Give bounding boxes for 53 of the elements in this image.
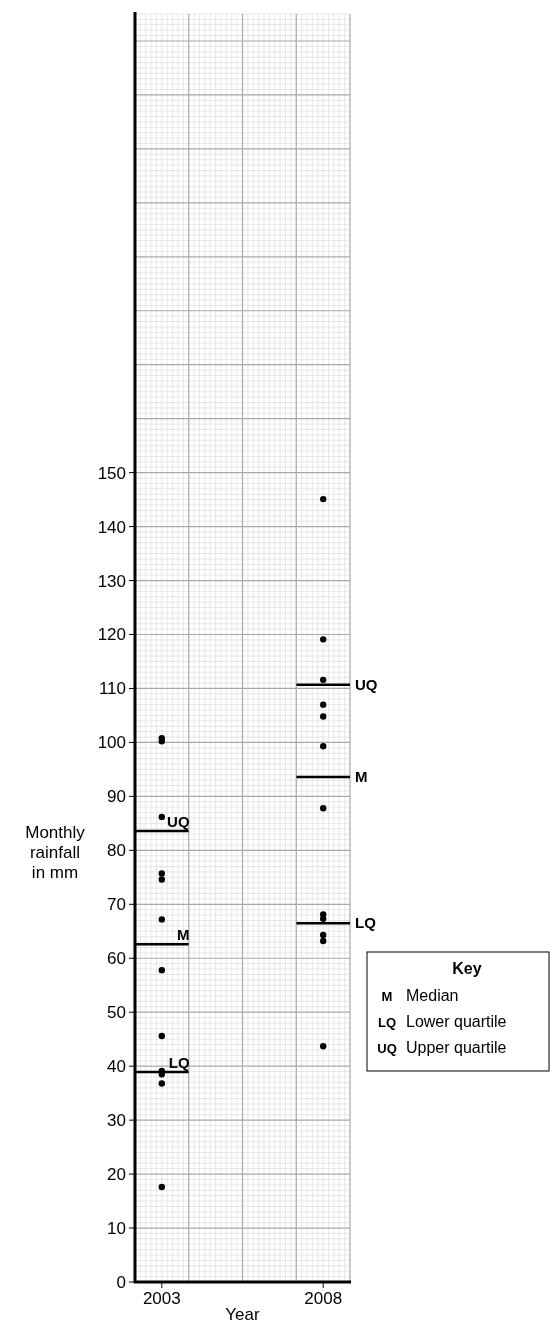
text: UQ bbox=[355, 675, 378, 693]
point bbox=[320, 743, 327, 750]
point bbox=[320, 1043, 327, 1050]
point bbox=[320, 713, 327, 720]
point bbox=[320, 676, 327, 684]
y-tick-label: 90 bbox=[107, 787, 126, 807]
point bbox=[158, 1183, 165, 1191]
point bbox=[320, 636, 327, 643]
y-tick-label: 50 bbox=[107, 1003, 126, 1023]
text: LQ bbox=[377, 1015, 397, 1030]
y-tick-label: 30 bbox=[107, 1111, 126, 1131]
x-tick-label: 2003 bbox=[142, 1289, 181, 1308]
y-tick-label: 70 bbox=[107, 895, 126, 915]
point bbox=[158, 876, 165, 883]
point bbox=[158, 738, 165, 745]
point bbox=[158, 966, 165, 974]
y-tick-label: 40 bbox=[107, 1057, 126, 1077]
text: Key bbox=[452, 960, 482, 977]
y-tick-label: 140 bbox=[97, 517, 126, 537]
point bbox=[158, 1080, 165, 1087]
y-tick-label: 80 bbox=[107, 841, 126, 861]
x-tick-label: 2008 bbox=[304, 1289, 343, 1308]
point bbox=[320, 915, 327, 923]
point bbox=[158, 813, 165, 821]
series-label: UQ bbox=[167, 812, 190, 830]
y-tick-label: 100 bbox=[97, 733, 126, 753]
point bbox=[320, 931, 327, 939]
text: M bbox=[355, 768, 368, 786]
series-label: M bbox=[177, 926, 190, 944]
text: UQ bbox=[377, 1041, 397, 1056]
text: Median bbox=[406, 987, 459, 1004]
point bbox=[320, 495, 327, 503]
series-label: LQ bbox=[168, 1054, 190, 1072]
point bbox=[158, 1032, 165, 1040]
y-tick-label: 150 bbox=[97, 463, 126, 483]
point bbox=[320, 701, 327, 708]
text: M bbox=[381, 989, 393, 1004]
y-tick-label: 10 bbox=[107, 1218, 126, 1238]
point bbox=[158, 870, 165, 877]
point bbox=[320, 937, 327, 945]
text: Lower quartile bbox=[406, 1013, 507, 1030]
y-axis-title: Monthly rainfall in mm bbox=[25, 823, 86, 883]
y-tick-label: 110 bbox=[98, 679, 126, 699]
x-axis-title: Year bbox=[225, 1305, 261, 1321]
y-tick-label: 20 bbox=[107, 1165, 126, 1185]
text: Upper quartile bbox=[406, 1039, 507, 1056]
y-tick-label: 60 bbox=[107, 949, 126, 969]
text: LQ bbox=[355, 914, 376, 932]
point bbox=[320, 805, 327, 812]
y-tick-label: 120 bbox=[97, 625, 126, 645]
y-tick-label: 0 bbox=[116, 1272, 126, 1292]
y-tick-label: 130 bbox=[97, 571, 126, 591]
point bbox=[158, 916, 165, 923]
